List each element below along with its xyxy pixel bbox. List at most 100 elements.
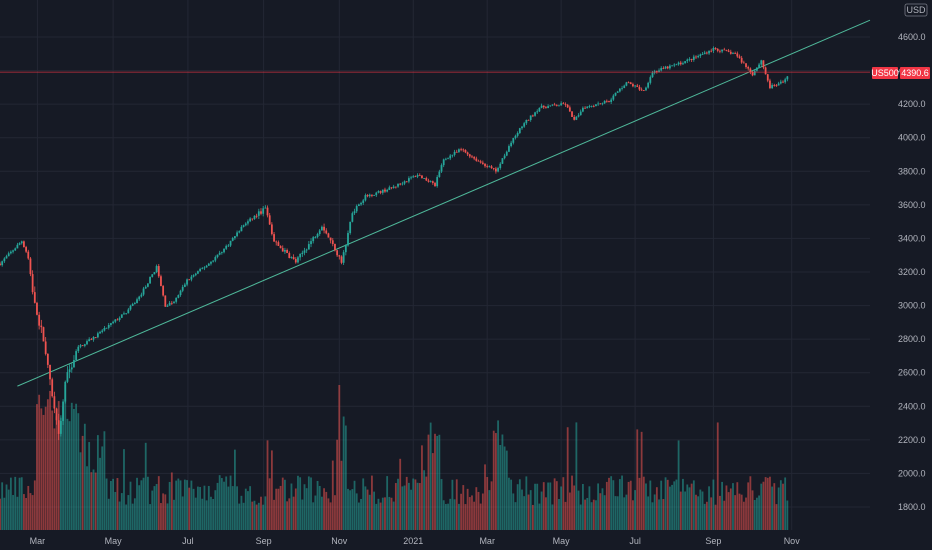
candle-body xyxy=(425,178,428,181)
candle-body xyxy=(595,104,597,107)
currency-label: USD xyxy=(904,3,928,17)
candle-body xyxy=(714,47,717,49)
volume-bar xyxy=(408,482,410,530)
candle-body xyxy=(125,313,128,315)
candle-body xyxy=(116,319,119,321)
candle-body xyxy=(114,319,117,322)
volume-bar xyxy=(301,499,304,530)
candle-body xyxy=(16,244,19,249)
volume-bar xyxy=(399,458,402,530)
candle-body xyxy=(194,273,197,276)
candle-body xyxy=(623,85,626,88)
candle-body xyxy=(379,191,382,193)
candle-body xyxy=(357,204,360,207)
volume-bar xyxy=(597,483,600,530)
volume-bar xyxy=(347,488,349,530)
volume-bar xyxy=(558,499,560,530)
volume-bar xyxy=(381,497,384,530)
candle-body xyxy=(168,302,171,306)
candle-body xyxy=(732,53,734,55)
volume-bar xyxy=(23,494,25,530)
candle-body xyxy=(99,331,101,334)
volume-bar xyxy=(653,494,656,530)
candle-body xyxy=(355,206,358,212)
candle-body xyxy=(586,106,589,109)
candle-body xyxy=(266,207,269,216)
volume-bar xyxy=(270,450,273,530)
y-tick-label: 2400.0 xyxy=(898,401,926,411)
candle-body xyxy=(281,248,284,252)
x-tick-label: May xyxy=(105,536,123,546)
y-tick-label: 4000.0 xyxy=(898,133,926,143)
volume-bar xyxy=(721,481,723,530)
candle-body xyxy=(86,341,88,345)
candle-body xyxy=(253,215,256,219)
candle-body xyxy=(610,99,613,102)
candle-body xyxy=(96,333,99,338)
candle-body xyxy=(12,250,14,252)
candle-body xyxy=(716,48,719,51)
volume-bar xyxy=(505,450,508,530)
candle-body xyxy=(384,189,386,192)
volume-bar xyxy=(595,500,597,530)
candle-body xyxy=(647,82,650,88)
candle-body xyxy=(442,159,445,166)
candle-body xyxy=(7,253,10,257)
volume-bar xyxy=(118,501,121,530)
candle-body xyxy=(747,67,750,69)
volume-bar xyxy=(658,499,660,530)
volume-bar xyxy=(636,429,639,530)
candle-body xyxy=(590,105,593,107)
candle-body xyxy=(155,266,158,273)
volume-bar xyxy=(403,485,406,530)
volume-bar xyxy=(249,486,252,530)
volume-bar xyxy=(281,477,284,530)
candle-body xyxy=(294,259,297,263)
volume-bar xyxy=(49,390,51,530)
candle-body xyxy=(453,151,456,155)
candle-body xyxy=(94,337,97,338)
candle-body xyxy=(597,103,600,105)
candle-body xyxy=(575,116,578,120)
candle-body xyxy=(495,168,497,172)
candle-body xyxy=(160,276,162,286)
candle-body xyxy=(684,61,687,64)
candle-body xyxy=(292,257,295,260)
volume-bar xyxy=(710,497,713,530)
support-trendline xyxy=(17,19,871,387)
candle-body xyxy=(366,195,369,197)
candle-body xyxy=(675,64,678,66)
volume-bar xyxy=(614,496,617,530)
candle-body xyxy=(616,91,619,93)
y-tick-label: 3200.0 xyxy=(898,267,926,277)
candle-body xyxy=(212,260,215,262)
volume-bar xyxy=(645,483,647,530)
volume-bar xyxy=(673,481,676,530)
candle-body xyxy=(775,85,778,87)
volume-bar xyxy=(240,495,243,530)
volume-bar xyxy=(442,500,445,530)
volume-bar xyxy=(753,499,756,530)
volume-bar xyxy=(649,480,652,530)
volume-bar xyxy=(499,445,502,530)
volume-bar xyxy=(151,490,154,530)
candle-body xyxy=(44,341,47,354)
candle-body xyxy=(18,243,21,245)
candle-body xyxy=(527,119,530,121)
volume-bar xyxy=(123,449,125,530)
candle-body xyxy=(558,105,560,107)
volume-bar xyxy=(786,500,789,530)
candle-body xyxy=(416,175,419,177)
candle-body xyxy=(736,53,739,57)
volume-bar xyxy=(155,483,158,530)
candle-body xyxy=(640,89,643,91)
volume-bar xyxy=(236,486,238,530)
candle-body xyxy=(133,303,136,305)
volume-bar xyxy=(560,486,563,530)
candle-body xyxy=(401,183,404,185)
volume-bar xyxy=(632,500,634,530)
candle-body xyxy=(260,211,262,214)
candle-body xyxy=(745,63,747,68)
candle-body xyxy=(60,420,62,434)
